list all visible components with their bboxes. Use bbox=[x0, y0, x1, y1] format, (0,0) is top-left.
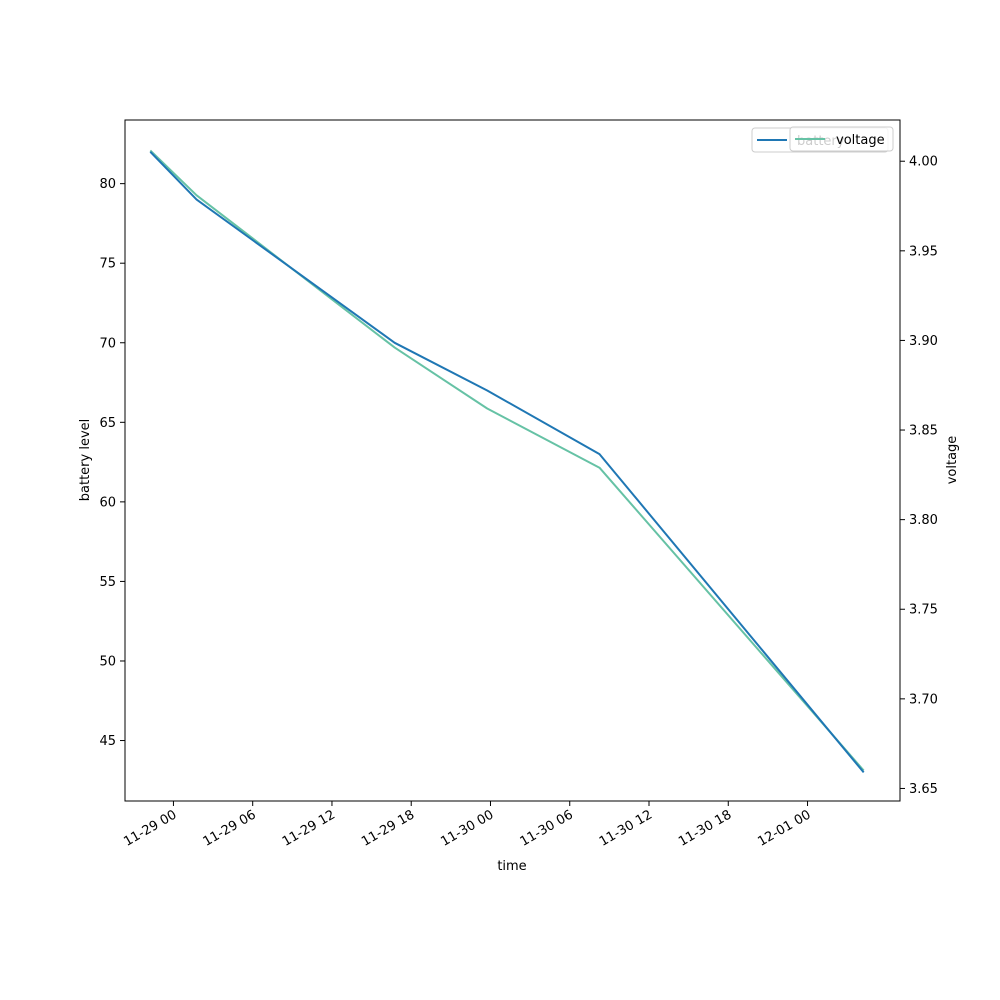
y-tick-label: 45 bbox=[99, 734, 116, 749]
y2-tick-label: 3.70 bbox=[909, 692, 938, 707]
y-axis-label: battery level bbox=[78, 419, 93, 502]
x-axis-label: time bbox=[497, 859, 526, 874]
y2-axis-ticks: 3.65 3.70 3.75 3.80 3.85 3.90 3.95 4.00 bbox=[900, 155, 938, 797]
y2-tick-label: 4.00 bbox=[909, 155, 938, 170]
y2-tick-label: 3.90 bbox=[909, 334, 938, 349]
legend-voltage: voltage bbox=[789, 126, 894, 152]
y2-tick-label: 3.75 bbox=[909, 603, 938, 618]
y-axis-ticks: 45 50 55 60 65 70 75 80 bbox=[99, 177, 125, 749]
y2-tick-label: 3.80 bbox=[909, 513, 938, 528]
legend-label-voltage: voltage bbox=[836, 133, 885, 148]
y2-tick-label: 3.65 bbox=[909, 782, 938, 797]
y-tick-label: 65 bbox=[99, 416, 116, 431]
y-tick-label: 60 bbox=[99, 495, 116, 510]
y-tick-label: 80 bbox=[99, 177, 116, 192]
y2-tick-label: 3.95 bbox=[909, 244, 938, 259]
y2-tick-label: 3.85 bbox=[909, 424, 938, 439]
plot-frame bbox=[124, 119, 901, 802]
y2-axis-label: voltage bbox=[945, 436, 960, 485]
y-tick-label: 70 bbox=[99, 336, 116, 351]
y-tick-label: 55 bbox=[99, 575, 116, 590]
plot-lines bbox=[149, 149, 865, 774]
y-tick-label: 50 bbox=[99, 654, 116, 669]
series-line-battery bbox=[149, 151, 865, 774]
y-tick-label: 75 bbox=[99, 257, 116, 272]
legend-box-voltage bbox=[789, 126, 894, 152]
series-line-voltage bbox=[149, 149, 865, 772]
